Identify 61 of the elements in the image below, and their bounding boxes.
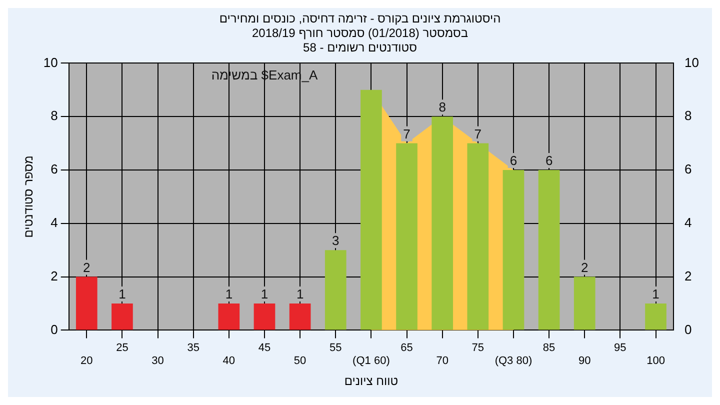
x-tick-label: 90 (578, 355, 591, 368)
data-label: 1 (652, 286, 660, 302)
text: סטודנטים רשומים - 58 (303, 40, 417, 54)
bar (432, 116, 454, 330)
data-label: 8 (438, 100, 446, 115)
bar (396, 143, 418, 330)
bar (324, 250, 346, 330)
text: בסמסטר (01/2018) סמסטר חורף 2018/19 (252, 26, 468, 40)
x-tick-label: 95 (614, 342, 626, 354)
bar (645, 304, 666, 330)
y2-tick-label: 6 (684, 162, 692, 177)
x-tick-label: 100 (646, 355, 665, 368)
y-tick-label: 8 (50, 108, 58, 124)
y2-tick-label: 8 (684, 108, 692, 124)
data-label: 1 (296, 286, 304, 302)
x-tick-label: 55 (330, 342, 342, 354)
y2-tick-label: 0 (684, 322, 692, 337)
data-label: 6 (510, 153, 518, 168)
x-tick-label: 20 (80, 355, 93, 368)
bar (574, 276, 596, 330)
data-label: 3 (332, 233, 340, 248)
bar (502, 170, 524, 330)
x-tick-label: 40 (222, 355, 236, 368)
data-label: 2 (581, 260, 588, 275)
y2-tick-label: 4 (684, 214, 692, 230)
bar (538, 170, 560, 330)
data-label: 6 (545, 153, 553, 168)
data-label: 7 (403, 126, 410, 142)
bar (254, 304, 276, 330)
y-tick-label: 0 (50, 322, 58, 337)
x-tick-label: 35 (187, 342, 200, 354)
x-tick-label: 50 (294, 355, 306, 368)
y-tick-label: 2 (50, 268, 58, 284)
bar (360, 90, 382, 330)
data-label: 1 (118, 286, 126, 302)
y-tick-label: 6 (50, 162, 58, 177)
x-tick-label: (Q3 80) (494, 355, 532, 368)
bar (76, 276, 98, 330)
y-tick-label: 4 (50, 214, 58, 230)
x-tick-label: 30 (152, 355, 164, 368)
x-tick-label: (Q1 60) (352, 355, 390, 368)
x-axis-title: טווח ציונים (344, 374, 398, 388)
bar (289, 304, 311, 330)
bar (467, 143, 489, 330)
y2-tick-label: 2 (684, 268, 692, 284)
text: היסטוגרמת ציונים בקורס - זרימה דחיסה, כונסים ומחירים (219, 12, 501, 26)
y-axis-title: מספר סטודנטים (22, 156, 36, 238)
data-label: 1 (225, 286, 233, 302)
x-tick-label: 65 (400, 342, 413, 354)
x-tick-label: 25 (116, 342, 128, 354)
y2-tick-label: 10 (684, 54, 700, 70)
bar (218, 304, 240, 330)
y-tick-label: 10 (43, 54, 58, 70)
data-label: 1 (260, 286, 268, 302)
x-tick-label: 45 (258, 342, 271, 354)
x-tick-label: 85 (542, 342, 556, 354)
x-tick-label: 70 (436, 355, 448, 368)
x-tick-label: 75 (472, 342, 484, 354)
data-label: 2 (83, 260, 90, 275)
data-label: 7 (474, 126, 482, 142)
bar (112, 304, 133, 330)
